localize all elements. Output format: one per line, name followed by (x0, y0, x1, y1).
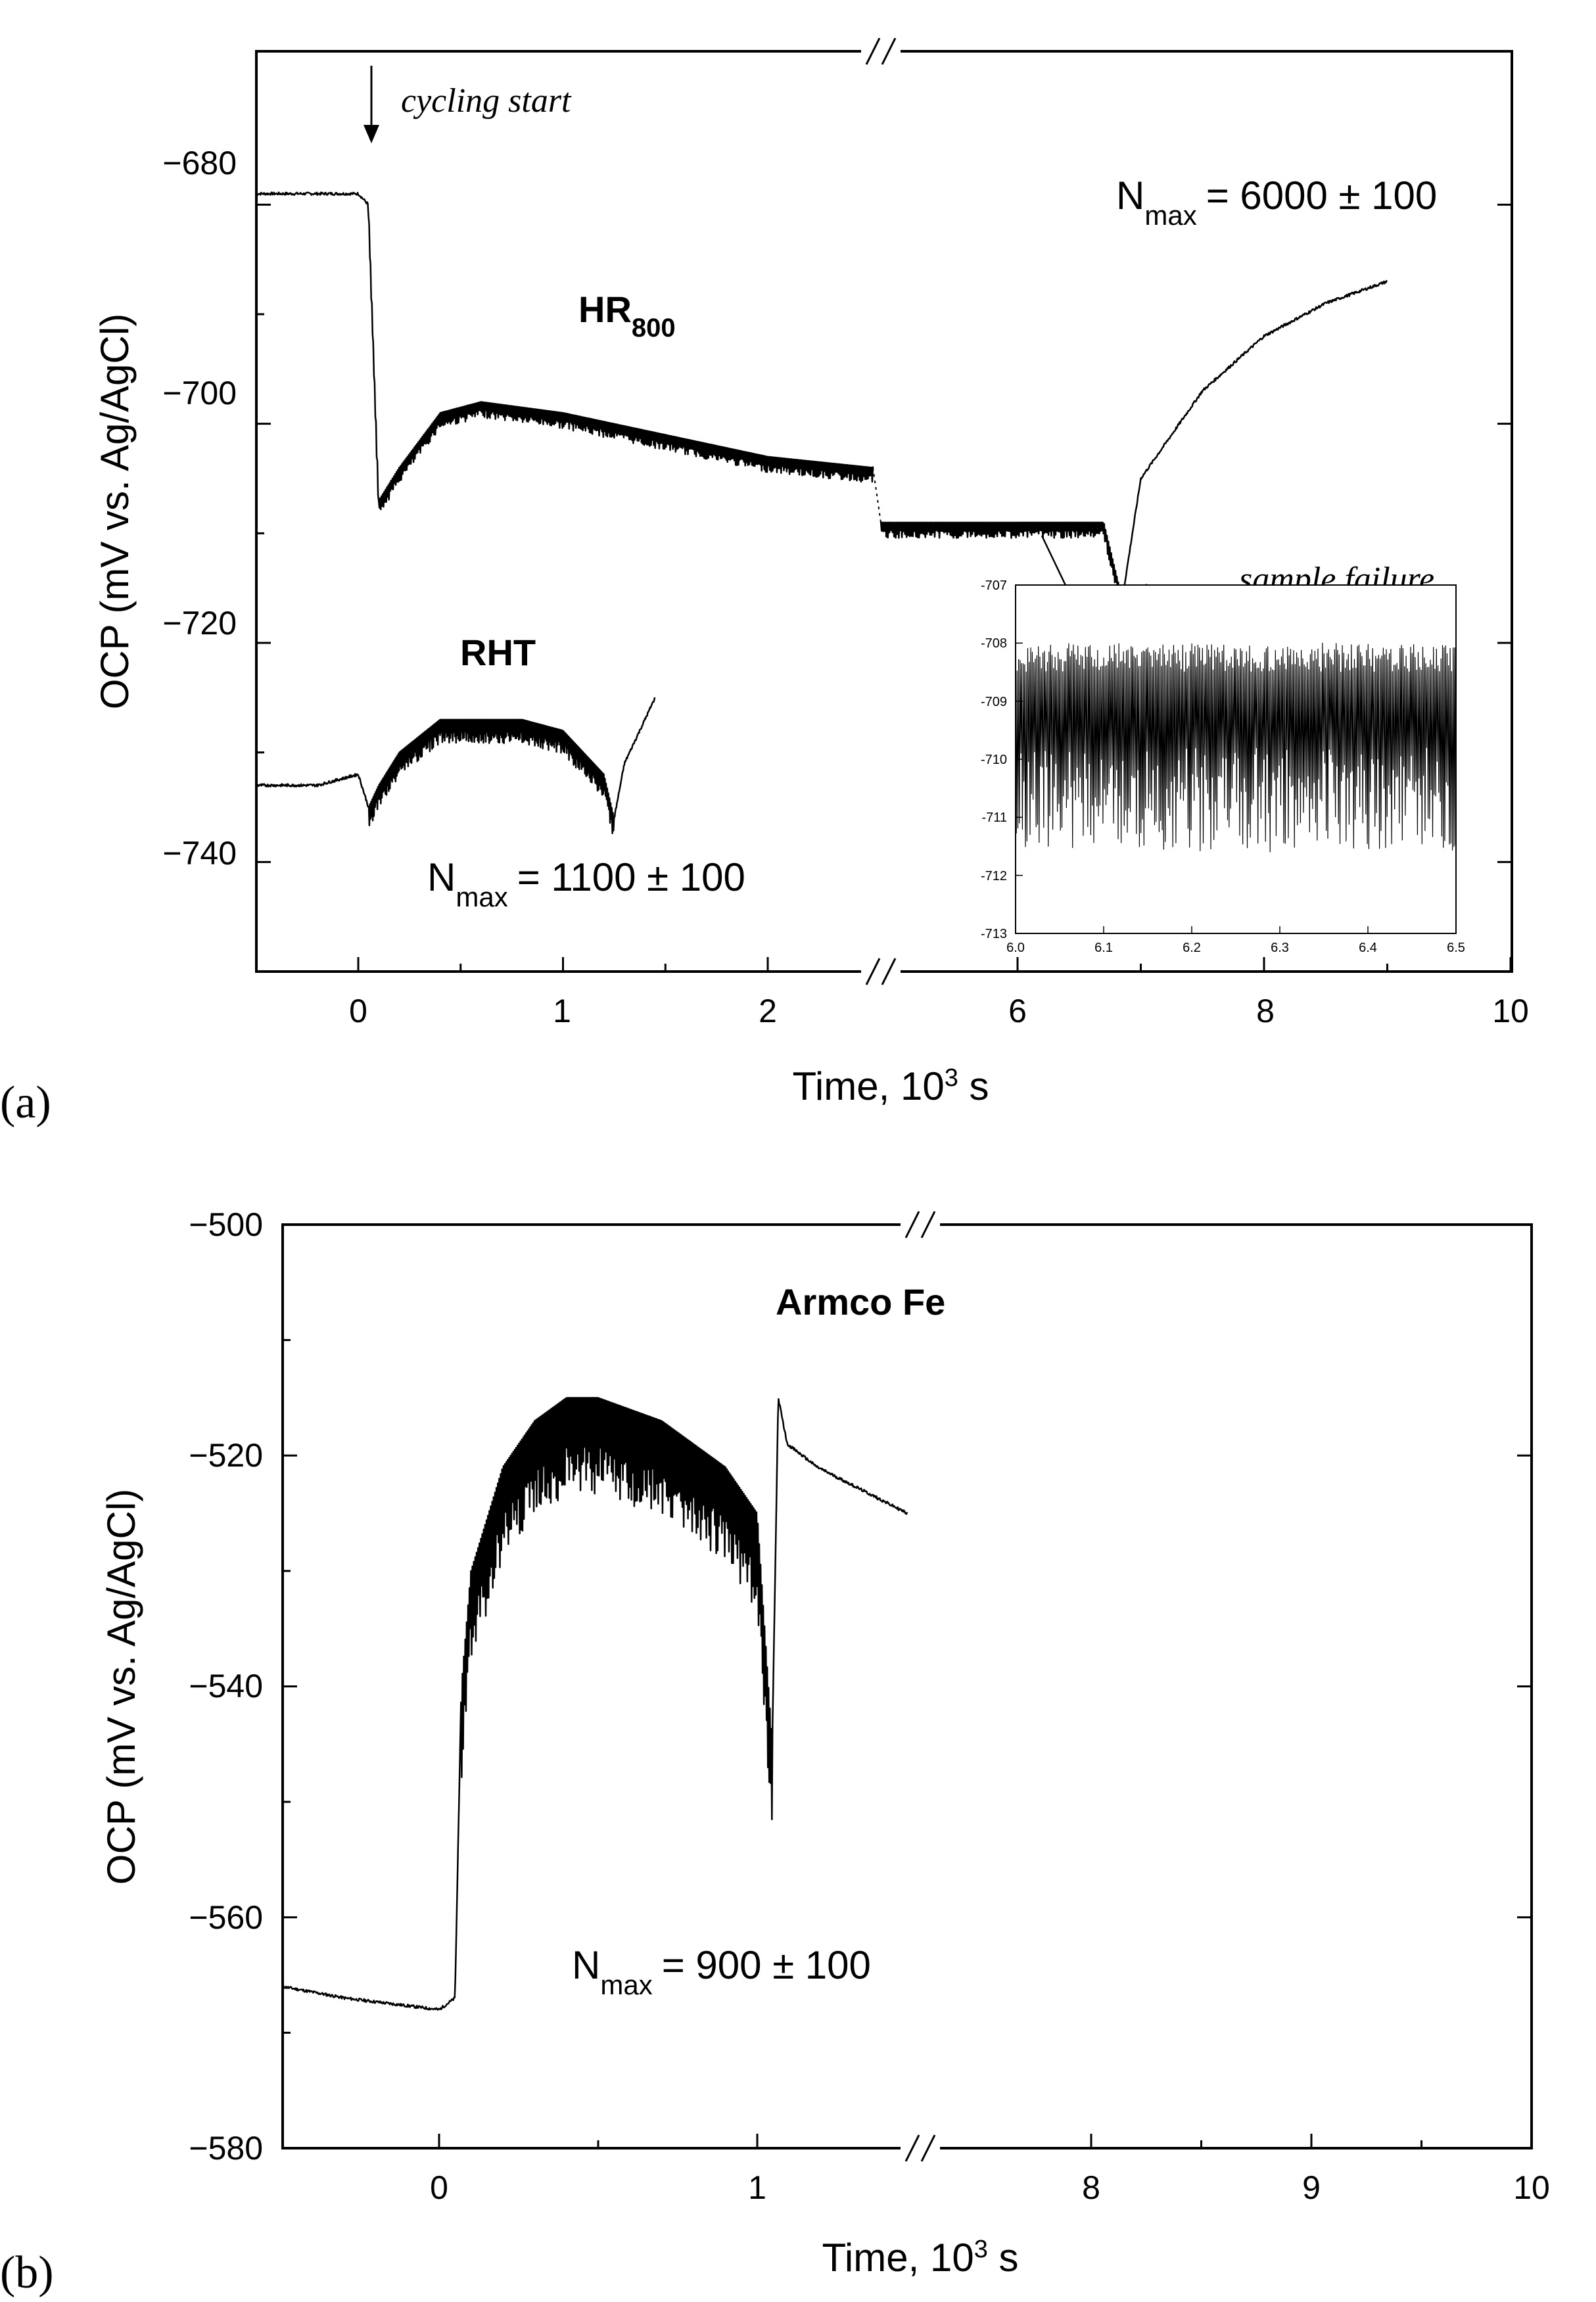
cycling-start-annotation: cycling start (401, 82, 572, 120)
inset-series-layer (1015, 642, 1456, 853)
panel-b-xtick-label: 0 (430, 2169, 448, 2206)
panel-b-chart: −500 −520 −540 −560 −580 0 1 8 9 10 OCP … (0, 1206, 1550, 2298)
hr800-break-connector (872, 467, 881, 523)
inset-chart: -707 -708 -709 -710 -711 -712 -713 6.0 6… (981, 578, 1465, 955)
inset-ytick-label: -708 (981, 636, 1007, 651)
panel-b-ytick-label: −540 (189, 1668, 263, 1704)
rht-nmax-label: Nmax = 1100 ± 100 (427, 855, 745, 912)
panel-a-ytick-label: −740 (162, 835, 237, 872)
inset-ticks (1015, 584, 1457, 934)
panel-b-xtick-label: 9 (1302, 2169, 1321, 2206)
panel-b-ytick-label: −580 (189, 2130, 263, 2167)
panel-a-ytick-label: −680 (162, 145, 237, 181)
panel-a-ytick-label: −700 (162, 375, 237, 411)
inset-ytick-label: -712 (981, 869, 1007, 883)
panel-b-xtick-label: 10 (1513, 2169, 1550, 2206)
panel-a-xtick-label: 8 (1256, 993, 1275, 1029)
inset-xtick-label: 6.5 (1447, 941, 1465, 955)
inset-series-line (1015, 642, 1456, 853)
panel-a-xtick-label: 0 (349, 993, 367, 1029)
panel-b-letter: (b) (0, 2247, 54, 2298)
panel-b-y-axis-label: OCP (mV vs. Ag/AgCl) (99, 1489, 143, 1885)
inset-xtick-label: 6.2 (1183, 941, 1201, 955)
armco-fe-series-line (282, 1397, 908, 2011)
panel-a-xtick-label: 2 (759, 993, 777, 1029)
panel-a-y-axis-label: OCP (mV vs. Ag/AgCl) (93, 314, 137, 709)
rht-label: RHT (460, 632, 536, 673)
panel-a-letter: (a) (0, 1077, 51, 1128)
inset-ytick-label: -713 (981, 927, 1007, 941)
inset-ytick-label: -709 (981, 695, 1007, 709)
hr800-label: HR800 (578, 289, 676, 342)
panel-b-plot-frame (281, 1223, 1533, 2149)
hr800-nmax-label: Nmax = 6000 ± 100 (1116, 174, 1437, 231)
panel-b-axis-break (901, 1211, 940, 2162)
armco-fe-nmax-label: Nmax = 900 ± 100 (572, 1943, 871, 2000)
panel-a-chart: −680 −700 −720 −740 0 1 2 6 8 10 OCP (mV… (0, 37, 1529, 1128)
panel-a-xtick-label: 10 (1492, 993, 1529, 1029)
hr800-series-line-2 (880, 279, 1388, 609)
armco-fe-label: Armco Fe (776, 1281, 945, 1323)
cycling-start-arrowhead (364, 125, 379, 143)
panel-b-ytick-label: −520 (189, 1437, 263, 1474)
panel-a-ticks (256, 203, 1512, 973)
hr800-series-line-1 (256, 191, 874, 511)
inset-xtick-label: 6.1 (1094, 941, 1113, 955)
panel-b-xtick-label: 1 (748, 2169, 766, 2206)
panel-b-x-axis-label: Time, 103 s (822, 2236, 1019, 2280)
panel-b-xtick-label: 8 (1082, 2169, 1100, 2206)
panel-a-x-axis-label: Time, 103 s (793, 1064, 989, 1108)
inset-xtick-label: 6.0 (1006, 941, 1025, 955)
panel-a-series-layer (256, 191, 1388, 835)
panel-b-series-layer (282, 1397, 908, 2011)
panel-a-axis-break (861, 37, 901, 985)
inset-xtick-label: 6.3 (1271, 941, 1289, 955)
inset-ytick-label: -707 (981, 578, 1007, 593)
panel-b-ytick-label: −500 (189, 1206, 263, 1243)
inset-ytick-label: -711 (981, 810, 1007, 825)
panel-a-ytick-label: −720 (162, 605, 237, 642)
panel-b-ticks (283, 1223, 1533, 2149)
panel-b-ytick-label: −560 (189, 1899, 263, 1936)
panel-a-xtick-label: 6 (1008, 993, 1027, 1029)
inset-ytick-label: -710 (981, 753, 1007, 767)
rht-series-line (256, 697, 656, 835)
inset-xtick-label: 6.4 (1359, 941, 1377, 955)
panel-a-xtick-label: 1 (553, 993, 571, 1029)
